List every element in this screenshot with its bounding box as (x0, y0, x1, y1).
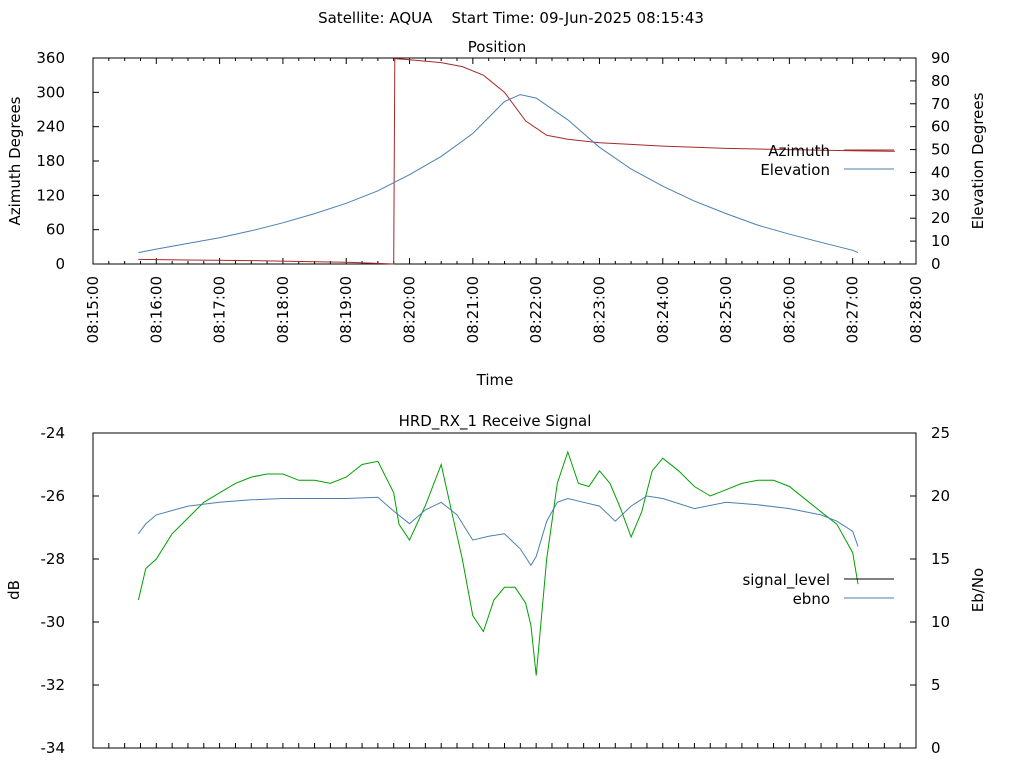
x-tick-label: 08:22:00 (527, 276, 545, 343)
y-tick-label: 120 (36, 186, 65, 204)
y-tick-label: 300 (36, 83, 65, 101)
x-tick-label: 08:24:00 (654, 276, 672, 343)
x-tick-label: 08:21:00 (464, 276, 482, 343)
y-tick-label: -30 (41, 613, 66, 631)
x-tick-label: 08:28:00 (907, 276, 925, 343)
x-tick-label: 08:20:00 (401, 276, 419, 343)
x-tick-label: 08:16:00 (147, 276, 165, 343)
x-tick-label: 08:23:00 (590, 276, 608, 343)
figure-title: Satellite: AQUA Start Time: 09-Jun-2025 … (318, 9, 704, 27)
elevation-axis-label: Elevation Degrees (969, 92, 987, 229)
signal-level-line (137, 450, 859, 676)
y2-tick-label: 70 (931, 95, 950, 113)
y2-tick-label: 20 (931, 487, 950, 505)
y-tick-label: -32 (41, 676, 66, 694)
y2-tick-label: 40 (931, 163, 950, 181)
azimuth-axis-label: Azimuth Degrees (6, 96, 24, 225)
y2-tick-label: 50 (931, 141, 950, 159)
y-tick-label: -34 (41, 739, 66, 757)
azimuth-line (138, 58, 895, 265)
y2-tick-label: 60 (931, 118, 950, 136)
y-tick-label: -28 (41, 550, 66, 568)
y-tick-label: 240 (36, 118, 65, 136)
elevation-line (138, 94, 859, 254)
x-tick-label: 08:17:00 (211, 276, 229, 343)
y2-tick-label: 25 (931, 424, 950, 442)
receive-signal-chart: HRD_RX_1 Receive Signal dB Eb/No -34 -32 -… (5, 412, 987, 757)
db-axis-label: dB (5, 580, 23, 600)
receive-signal-chart-title: HRD_RX_1 Receive Signal (399, 412, 592, 431)
position-chart-title: Position (468, 38, 526, 56)
x-tick-label: 08:19:00 (337, 276, 355, 343)
y2-tick-label: 90 (931, 49, 950, 67)
position-chart: Position Azimuth Degrees Elevation Degre… (6, 38, 987, 389)
x-tick-label: 08:27:00 (844, 276, 862, 343)
x-tick-label: 08:18:00 (274, 276, 292, 343)
y2-tick-label: 80 (931, 72, 950, 90)
y2-tick-label: 20 (931, 209, 950, 227)
y-tick-label: 0 (55, 255, 65, 273)
legend-label-azimuth: Azimuth (768, 142, 830, 160)
x-tick-label: 08:26:00 (780, 276, 798, 343)
time-axis-label: Time (476, 371, 514, 389)
ebno-line (137, 495, 859, 567)
x-tick-label: 08:15:00 (84, 276, 102, 343)
y2-tick-label: 10 (931, 232, 950, 250)
legend-label-elevation: Elevation (760, 161, 830, 179)
y2-tick-label: 15 (931, 550, 950, 568)
legend-label-ebno: ebno (793, 590, 830, 608)
y2-tick-label: 0 (931, 255, 941, 273)
y-tick-label: -26 (41, 487, 66, 505)
y2-tick-label: 10 (931, 613, 950, 631)
x-tick-label: 08:25:00 (717, 276, 735, 343)
y2-tick-label: 30 (931, 186, 950, 204)
ebno-axis-label: Eb/No (969, 568, 987, 612)
y-tick-label: 180 (36, 152, 65, 170)
legend-label-signal-level: signal_level (742, 571, 830, 590)
y2-tick-label: 5 (931, 676, 941, 694)
y-tick-label: 60 (46, 221, 65, 239)
y-tick-label: 360 (36, 49, 65, 67)
y2-tick-label: 0 (931, 739, 941, 757)
y-tick-label: -24 (41, 424, 66, 442)
